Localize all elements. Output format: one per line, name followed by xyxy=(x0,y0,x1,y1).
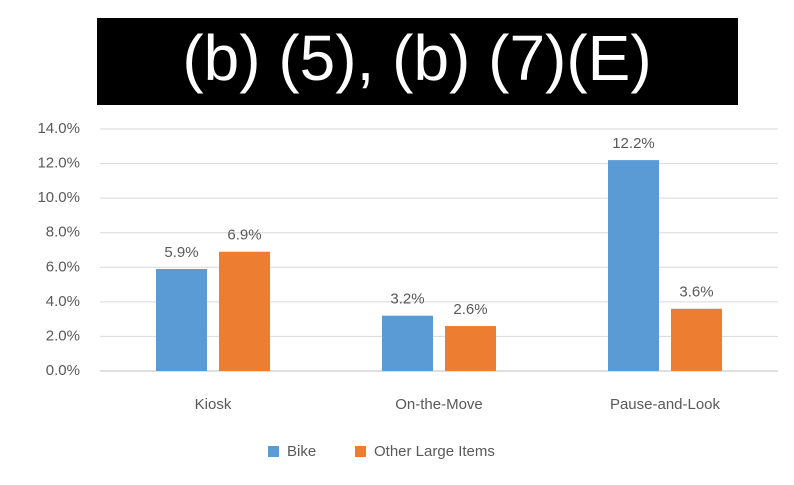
data-label: 12.2% xyxy=(612,135,655,152)
x-tick-label: Kiosk xyxy=(195,396,232,413)
data-label: 3.6% xyxy=(679,284,713,301)
y-tick-label: 14.0% xyxy=(37,120,80,137)
y-tick-label: 10.0% xyxy=(37,189,80,206)
bar xyxy=(382,315,433,371)
bar xyxy=(156,269,207,371)
data-label: 6.9% xyxy=(227,227,261,244)
y-tick-label: 6.0% xyxy=(46,258,80,275)
legend-swatch xyxy=(268,446,279,457)
data-label: 2.6% xyxy=(453,301,487,318)
x-tick-label: On-the-Move xyxy=(395,396,483,413)
y-tick-label: 2.0% xyxy=(46,327,80,344)
bar xyxy=(219,251,270,371)
legend-label: Bike xyxy=(287,443,316,460)
data-label: 3.2% xyxy=(390,291,424,308)
legend-swatch xyxy=(355,446,366,457)
chart-title: (b) (5), (b) (7)(E) xyxy=(182,22,651,94)
legend-label: Other Large Items xyxy=(374,443,495,460)
y-tick-label: 4.0% xyxy=(46,293,80,310)
data-label: 5.9% xyxy=(164,244,198,261)
y-tick-label: 12.0% xyxy=(37,155,80,172)
title-banner xyxy=(97,18,738,105)
bar xyxy=(671,308,722,371)
y-tick-label: 0.0% xyxy=(46,362,80,379)
bar xyxy=(445,326,496,371)
bar xyxy=(608,160,659,371)
x-tick-label: Pause-and-Look xyxy=(610,396,721,413)
y-tick-label: 8.0% xyxy=(46,224,80,241)
